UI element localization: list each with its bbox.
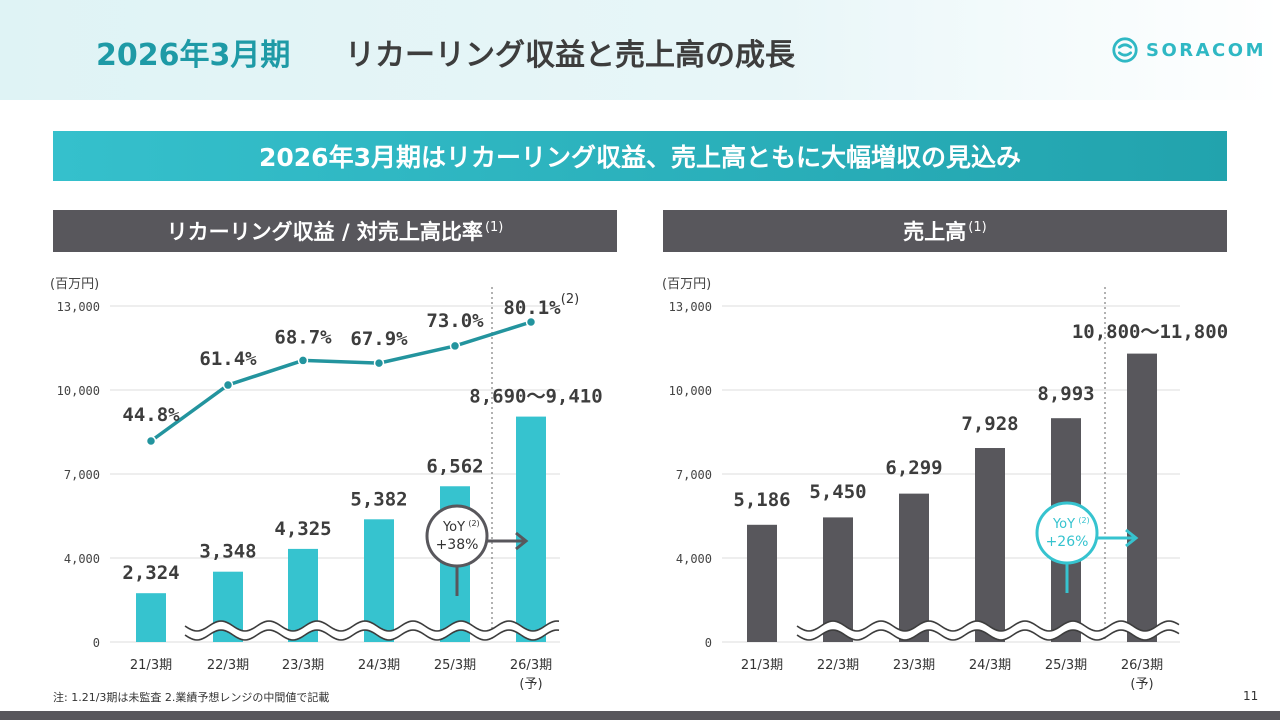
x-tick-label: 26/3期 [510,658,552,673]
revenue-title: 売上高 [903,220,967,244]
right-unit-label: (百万円) [662,277,712,292]
ratio-point [297,355,309,366]
y-tick-label: 13,000 [57,300,100,314]
footnote: 注: 1.21/3期は未監査 2.業績予想レンジの中間値で記載 [53,691,330,704]
yoy-value: +38% [436,537,479,553]
axis-break-line [796,620,1180,632]
ratio-line [149,320,532,443]
ratio-point [525,316,537,328]
x-tick-label: 23/3期 [893,658,935,673]
yoy-label: YoY [442,520,465,535]
x-tick-label: 21/3期 [741,658,783,673]
left-unit-label: (百万円) [50,277,100,292]
recurring-revenue-title: リカーリング収益 / 対売上高比率 [166,220,483,244]
yoy-label: YoY [1052,517,1075,532]
y-tick-label: 7,000 [64,468,100,482]
bar-value-label: 5,450 [809,481,866,503]
headline-banner: 2026年3月期はリカーリング収益、売上高ともに大幅増収の見込み [53,131,1227,181]
y-tick-label: 13,000 [669,300,712,314]
yoy-note: (2) [468,519,479,528]
bar-value-label: 8,993 [1037,383,1094,405]
ratio-point [373,357,385,369]
ratio-label: 67.9% [350,328,408,350]
yoy-circle [425,504,489,568]
ratio-note: (2) [561,292,579,307]
y-tick-label: 4,000 [676,552,712,566]
x-tick-label: 21/3期 [130,658,172,673]
x-tick-label: 24/3期 [969,658,1011,673]
yoy-arrow-head-icon [515,531,529,551]
bottom-bar [0,711,1280,720]
y-tick-label: 10,000 [669,384,712,398]
axis-break-line [796,629,1180,641]
page-number: 11 [1243,689,1259,703]
ratio-label: 61.4% [199,348,257,370]
bar-value-label: 6,299 [885,457,942,479]
y-tick-label: 0 [93,636,100,650]
bar-value-label: 3,348 [199,541,256,563]
bar-value-label: 7,928 [961,413,1018,435]
ratio-point [222,379,234,391]
bar-value-label: 5,382 [350,488,407,510]
revenue-title-note: (1) [968,219,987,235]
bar-value-label: 4,325 [274,518,331,540]
ratio-label: 73.0% [426,310,484,332]
y-tick-label: 0 [705,636,712,650]
x-tick-label: 22/3期 [817,658,859,673]
bar-value-label: 6,562 [426,455,483,477]
recurring-revenue-panel-header: リカーリング収益 / 対売上高比率 (1) [53,210,617,252]
yoy-arrow-head-icon [1125,528,1139,548]
bar [899,493,929,642]
bar [516,416,546,642]
ratio-point [145,435,157,447]
bar-value-label: 5,186 [733,489,790,511]
x-tick-label: 26/3期 [1121,658,1163,673]
bar [1127,353,1157,642]
x-tick-label: 22/3期 [207,658,249,673]
x-tick-label: 25/3期 [434,658,476,673]
axis-break-line [184,620,560,632]
bar-value-label: 2,324 [122,562,179,584]
header-band: 2026年3月期 リカーリング収益と売上高の成長 SORACOM [0,0,1280,100]
yoy-value: +26% [1046,534,1089,550]
recurring-title-note: (1) [484,219,504,235]
yoy-note: (2) [1078,516,1089,525]
axis-break-band [185,621,560,640]
bar [823,517,853,642]
revenue-panel-header: 売上高 (1) [663,210,1227,252]
ratio-label: 80.1% [503,297,561,319]
logo-text: SORACOM [1146,40,1266,61]
x-tick-label: 25/3期 [1045,658,1087,673]
fiscal-year-title: 2026年3月期 [96,38,291,73]
bar [747,524,777,642]
yoy-circle [1035,501,1099,565]
bar-value-label: 10,800～11,800 [1072,321,1228,343]
bar [136,593,166,642]
y-tick-label: 7,000 [676,468,712,482]
axis-break-line [184,629,560,641]
x-tick-label: 24/3期 [358,658,400,673]
bar [975,448,1005,642]
soracom-logo-icon [1112,37,1138,63]
x-tick-note: (予) [519,677,542,692]
y-tick-label: 10,000 [57,384,100,398]
ratio-label: 68.7% [274,326,332,348]
ratio-point [449,340,461,352]
bar-value-label: 8,690～9,410 [469,386,602,408]
x-tick-note: (予) [1130,677,1153,692]
y-tick-label: 4,000 [64,552,100,566]
x-tick-label: 23/3期 [282,658,324,673]
page-title: リカーリング収益と売上高の成長 [345,38,795,73]
ratio-label: 44.8% [122,404,180,426]
